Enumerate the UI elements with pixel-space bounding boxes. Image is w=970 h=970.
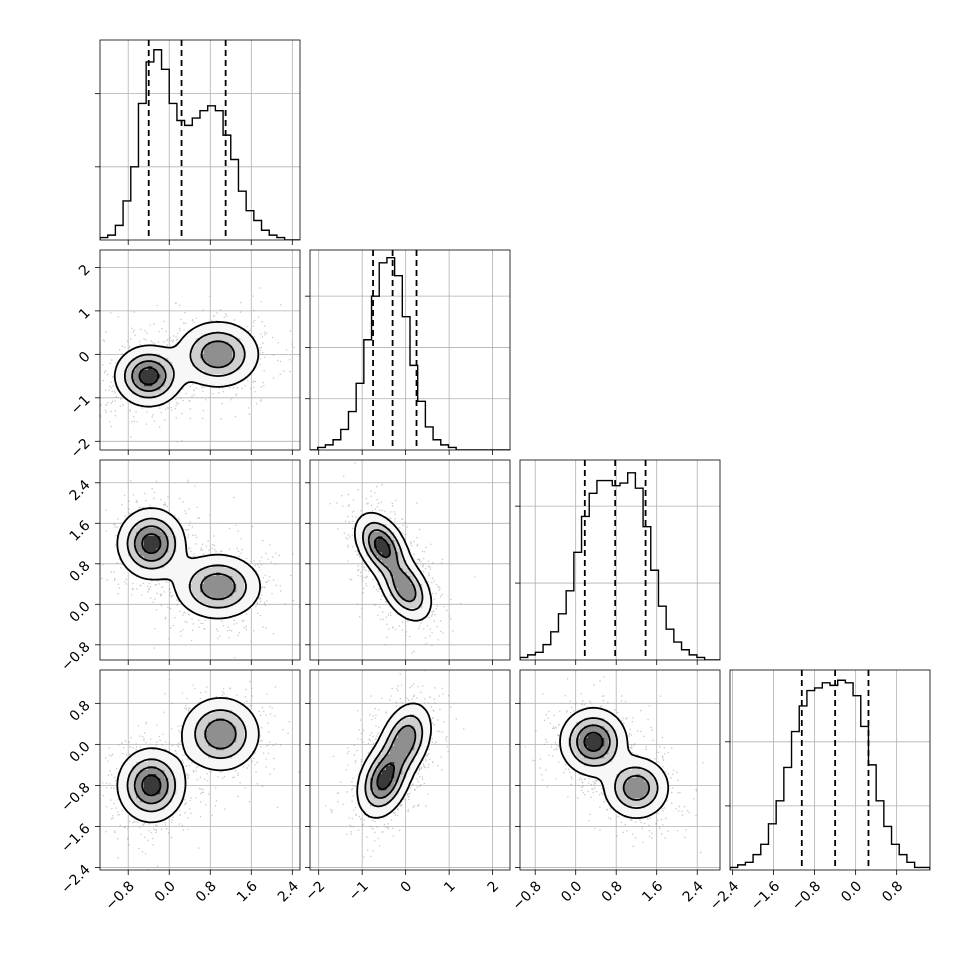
contour-level-2 <box>367 529 417 603</box>
panel-frame <box>99 459 301 661</box>
x-tick-label: 0.8 <box>599 878 626 905</box>
panel-frame <box>729 669 931 871</box>
hist-panel-3: −2.4 −1.6 −0.8 0.0 0.8 <box>707 669 931 914</box>
scatter-panel-1-3: −2 −1 0 1 2 <box>302 669 511 904</box>
x-tick-label: 0.0 <box>152 878 179 905</box>
contour-level-3 <box>583 731 604 752</box>
contour-level-3 <box>141 532 162 555</box>
contour-level-1 <box>126 517 247 609</box>
contour-level-1 <box>123 331 246 399</box>
panel-frame <box>519 669 721 871</box>
x-tick-label: 1.6 <box>234 878 261 905</box>
density-fill <box>568 718 657 807</box>
y-tick-label: 0.8 <box>67 698 94 725</box>
contour-level-1 <box>364 714 424 808</box>
density-fill <box>576 726 649 799</box>
scatter-points <box>100 479 300 659</box>
scatter-panel-0-3: −2.4 −1.6 −0.8 0.0 0.8 −0.8 0.0 0.8 1.6 2.4 <box>58 669 302 914</box>
panel-frame <box>519 459 721 661</box>
x-tick-label: 0.8 <box>193 878 220 905</box>
histogram-0 <box>100 49 300 240</box>
density-fill <box>116 322 261 407</box>
density-fill <box>116 508 261 621</box>
contour-level-3 <box>373 536 392 559</box>
panel-frame <box>309 669 511 871</box>
panel-frame <box>99 39 301 241</box>
contour-level-3 <box>138 366 159 386</box>
x-tick-label: 2.4 <box>680 878 707 905</box>
x-tick-label: −0.8 <box>509 878 544 913</box>
density-fill <box>144 774 161 795</box>
contour-level-1 <box>568 717 659 810</box>
scatter-panel-0-2: −0.8 0.0 0.8 1.6 2.4 <box>58 459 301 675</box>
contour-level-0 <box>356 702 432 819</box>
y-tick-label: −0.8 <box>58 639 93 674</box>
density-fill <box>140 366 161 387</box>
x-tick-label: −0.8 <box>789 878 824 913</box>
x-tick-label: 2 <box>485 878 503 896</box>
histogram-3 <box>730 679 930 870</box>
contour-level-2 <box>370 724 417 799</box>
contour-level-1 <box>362 521 424 611</box>
contour-level-0 <box>113 321 260 408</box>
y-tick-label: 0.0 <box>67 599 94 626</box>
panel-frame <box>309 249 511 451</box>
density-fill <box>370 532 415 601</box>
contour-level-2 <box>576 724 650 801</box>
x-tick-label: −2.4 <box>707 878 742 913</box>
x-tick-label: 0.0 <box>558 878 585 905</box>
density-fill <box>362 524 423 609</box>
panel-frame <box>99 669 301 871</box>
density-fill <box>128 520 245 609</box>
density-fill <box>584 734 605 751</box>
histogram-2 <box>520 472 720 660</box>
density-fill <box>354 512 431 621</box>
x-tick-label: 0.0 <box>838 878 865 905</box>
x-tick-label: −1.6 <box>748 878 783 913</box>
y-tick-label: 1 <box>76 305 94 323</box>
contour-level-2 <box>133 718 237 805</box>
y-tick-label: −1 <box>68 392 94 418</box>
y-tick-label: 1.6 <box>67 518 94 545</box>
scatter-panel-0-1: −2 −1 0 1 2 <box>68 249 301 462</box>
x-tick-label: −1 <box>346 878 372 904</box>
hist-panel-1 <box>305 249 511 455</box>
hist-panel-0 <box>95 39 301 245</box>
x-tick-label: −0.8 <box>103 878 138 913</box>
x-tick-label: 1.6 <box>639 878 666 905</box>
histogram-1 <box>310 256 510 450</box>
x-tick-label: 0.8 <box>879 878 906 905</box>
hist-panel-2 <box>515 459 721 665</box>
contour-level-2 <box>133 525 236 601</box>
y-tick-label: 0 <box>76 349 94 367</box>
density-fill <box>144 536 161 553</box>
density-fill <box>136 718 237 803</box>
y-tick-label: 2 <box>76 262 94 280</box>
density-fill <box>560 706 669 819</box>
x-tick-label: 0 <box>398 878 416 896</box>
contour-level-0 <box>116 697 260 824</box>
y-tick-label: −1.6 <box>58 821 93 856</box>
x-tick-label: 2.4 <box>275 878 302 905</box>
contour-level-0 <box>353 511 433 622</box>
y-tick-label: −2 <box>68 436 94 462</box>
contour-level-1 <box>126 709 247 813</box>
panel-frame <box>309 459 511 661</box>
x-tick-label: −2 <box>302 878 328 904</box>
y-tick-label: 0.0 <box>67 739 94 766</box>
y-tick-label: 0.8 <box>67 558 94 585</box>
contour-level-0 <box>559 706 670 820</box>
contour-level-3 <box>376 762 395 791</box>
y-tick-label: 2.4 <box>67 477 94 504</box>
x-tick-label: 1 <box>441 878 459 896</box>
panel-frame <box>99 249 301 451</box>
scatter-panel-2-3: −0.8 0.0 0.8 1.6 2.4 <box>509 669 721 914</box>
y-tick-label: −0.8 <box>58 780 93 815</box>
contour-level-0 <box>116 507 262 620</box>
contour-level-3 <box>141 774 162 797</box>
y-tick-label: −2.4 <box>58 862 93 897</box>
contour-level-2 <box>131 340 236 393</box>
scatter-panel-1-2 <box>305 459 511 665</box>
